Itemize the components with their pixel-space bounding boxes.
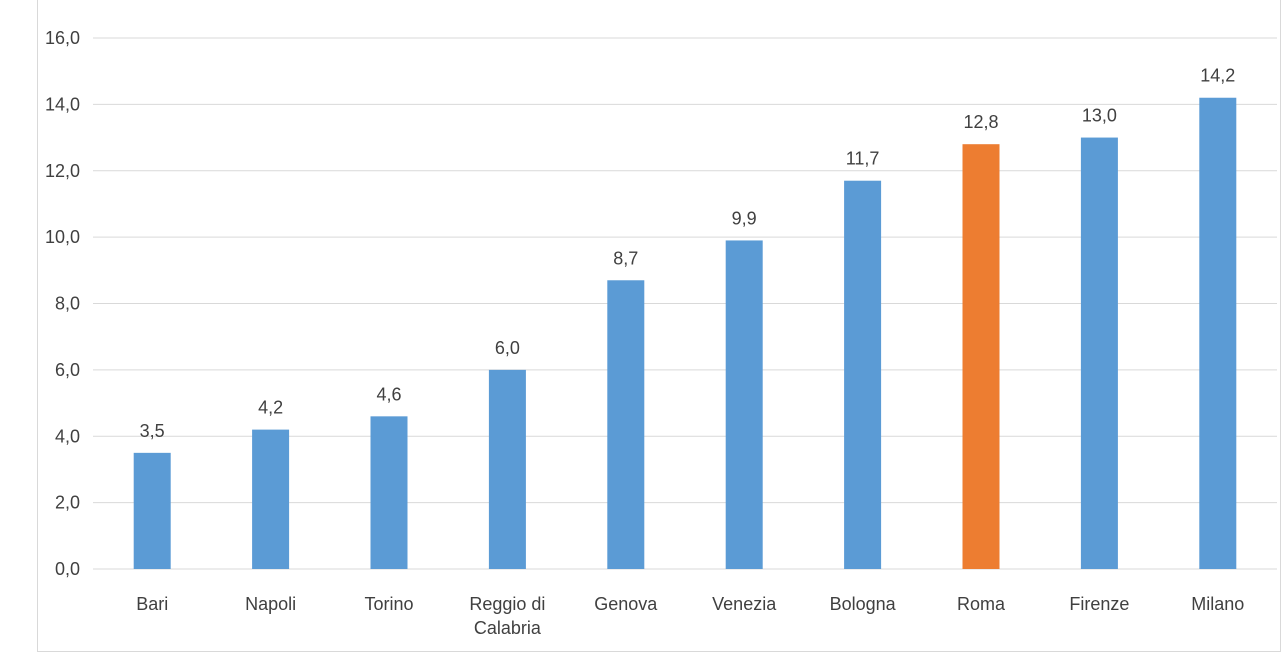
data-label: 13,0: [1082, 106, 1117, 126]
category-label: Milano: [1191, 594, 1244, 614]
category-label: Roma: [957, 594, 1006, 614]
category-label: Genova: [594, 594, 658, 614]
data-label: 14,2: [1200, 66, 1235, 86]
gridlines: [93, 37, 1277, 570]
y-tick-label: 14,0: [45, 94, 80, 114]
data-label: 4,2: [258, 398, 283, 418]
x-axis-category-labels: Bari Napoli Torino Reggio di Calabria Genova V…: [136, 594, 1244, 638]
data-labels: 3,5 4,2 4,6 6,0 8,7 9,9 11,7 12,8 13,0 14,2: [140, 66, 1236, 441]
bar: [607, 280, 645, 569]
y-tick-label: 10,0: [45, 227, 80, 247]
y-tick-label: 0,0: [55, 559, 80, 579]
y-tick-label: 6,0: [55, 360, 80, 380]
y-tick-label: 12,0: [45, 161, 80, 181]
y-tick-label: 8,0: [55, 294, 80, 314]
data-label: 6,0: [495, 338, 520, 358]
y-axis-tick-labels: 0,0 2,0 4,0 6,0 8,0 10,0 12,0 14,0 16,0: [45, 28, 80, 579]
bar: [252, 429, 290, 569]
bar: [370, 416, 408, 569]
bar-chart: 0,0 2,0 4,0 6,0 8,0 10,0 12,0 14,0 16,0 3,5 4,2 4,…: [45, 28, 1277, 638]
data-label: 3,5: [140, 421, 165, 441]
chart-area: 0,0 2,0 4,0 6,0 8,0 10,0 12,0 14,0 16,0 3,5 4,2 4,…: [37, 0, 1281, 652]
category-label: Torino: [364, 594, 413, 614]
bar: [488, 369, 526, 569]
category-label: Bari: [136, 594, 168, 614]
bar: [1199, 97, 1237, 570]
category-label: Reggio di Calabria: [469, 594, 545, 638]
category-label: Bologna: [830, 594, 897, 614]
bars: [133, 97, 1237, 570]
bar: [725, 240, 763, 569]
y-tick-label: 2,0: [55, 493, 80, 513]
y-tick-label: 4,0: [55, 426, 80, 446]
bar: [133, 452, 171, 569]
bar: [844, 180, 882, 570]
category-label: Napoli: [245, 594, 296, 614]
data-label: 12,8: [963, 112, 998, 132]
bar: [1080, 137, 1118, 569]
data-label: 9,9: [732, 208, 757, 228]
data-label: 8,7: [613, 248, 638, 268]
data-label: 4,6: [376, 384, 401, 404]
category-label: Venezia: [712, 594, 777, 614]
bar: [962, 144, 1000, 569]
category-label: Firenze: [1069, 594, 1129, 614]
data-label: 11,7: [846, 149, 880, 169]
y-tick-label: 16,0: [45, 28, 80, 48]
